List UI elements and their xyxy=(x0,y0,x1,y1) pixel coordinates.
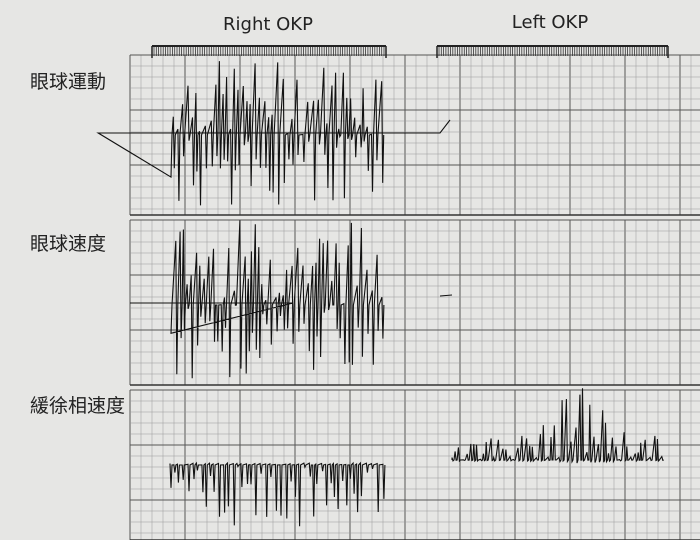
stimulus-ticks xyxy=(438,47,668,56)
trace xyxy=(130,220,385,379)
row-label: 眼球運動 xyxy=(30,71,106,93)
row-label: 眼球速度 xyxy=(30,233,106,255)
trace xyxy=(439,294,453,297)
traces xyxy=(96,61,664,527)
trace xyxy=(169,461,386,527)
condition-label: Left OKP xyxy=(512,12,589,33)
trace xyxy=(130,119,451,134)
stimulus-ticks xyxy=(153,47,385,56)
row-label: 緩徐相速度 xyxy=(30,395,125,417)
trace xyxy=(451,388,664,464)
stimulus-bars xyxy=(151,45,669,58)
trace xyxy=(96,61,385,206)
condition-label: Right OKP xyxy=(223,14,313,35)
